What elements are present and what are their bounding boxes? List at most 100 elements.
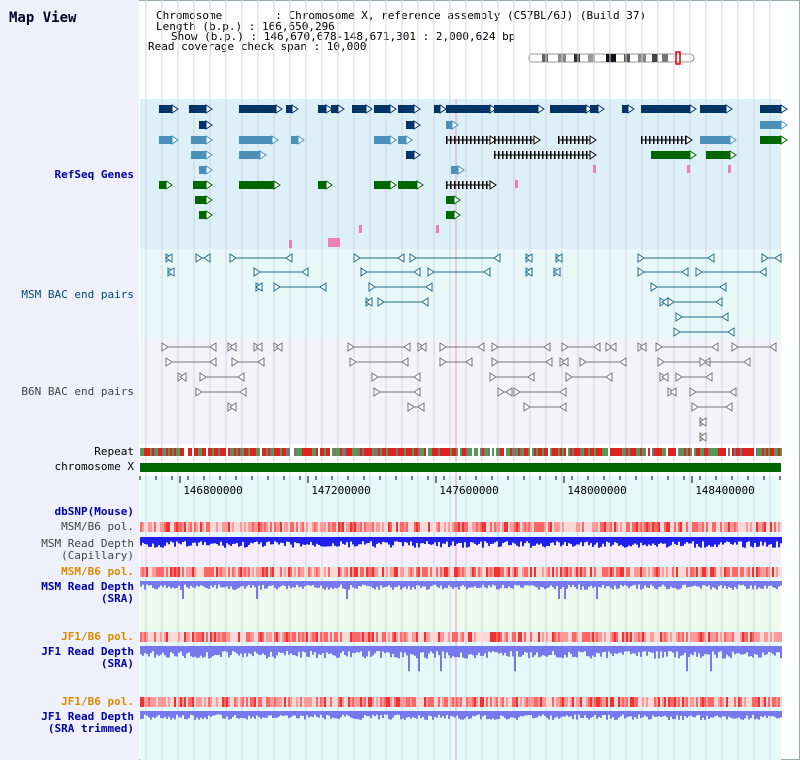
jf1-pol-strip (408, 697, 410, 707)
msm-pol-strip (170, 522, 172, 532)
msm-pol-strip (760, 522, 762, 532)
msm-pol-strip (494, 567, 496, 577)
track-label-dbsnp[interactable]: dbSNP(Mouse) (54, 505, 134, 518)
track-label-msm-pol-2[interactable]: MSM/B6 pol. (61, 565, 134, 578)
msm-depth-capillary-bar (160, 537, 162, 548)
repeat-segment (744, 448, 746, 456)
msm-pol-strip (664, 522, 666, 532)
msm-depth-sra-bar (776, 581, 778, 590)
msm-depth-sra-bar (306, 581, 308, 586)
msm-depth-capillary-bar (312, 537, 314, 546)
jf1-pol-strip (532, 632, 534, 642)
track-label-chromosome[interactable]: chromosome X (54, 460, 134, 473)
msm-depth-sra-bar (646, 581, 648, 588)
msm-pol-strip (282, 522, 284, 532)
track-label-repeat[interactable]: Repeat (94, 445, 134, 458)
jf1-pol-strip (282, 697, 284, 707)
msm-pol-strip (238, 522, 240, 532)
track-label-jf1-depth-sra[interactable]: JF1 Read Depth (SRA) (41, 646, 134, 670)
gene-block (446, 121, 452, 129)
track-label-msm-depth-capillary[interactable]: MSM Read Depth (Capillary) (41, 538, 134, 562)
msm-pol-strip (546, 567, 548, 577)
jf1-depth-sra-bar (716, 646, 718, 658)
msm-pol-strip (306, 522, 308, 532)
msm-pol-strip (656, 522, 658, 532)
msm-depth-sra-bar (670, 581, 672, 587)
msm-pol-strip (748, 522, 750, 532)
msm-pol-strip (670, 567, 672, 577)
msm-pol-strip (272, 567, 274, 577)
jf1-pol-strip (318, 632, 320, 642)
msm-pol-strip (380, 567, 382, 577)
repeat-segment (436, 448, 438, 456)
jf1-pol-strip (616, 697, 618, 707)
msm-depth-capillary-bar (538, 537, 540, 545)
jf1-depth-sra-bar (148, 646, 150, 657)
msm-pol-strip (626, 567, 628, 577)
jf1-pol-strip (470, 632, 472, 642)
jf1-depth-sra-bar (622, 646, 624, 655)
msm-depth-capillary-bar (282, 537, 284, 543)
gene-strand-arrow (365, 104, 373, 114)
msm-depth-capillary-bar (332, 537, 334, 544)
jf1-depth-trimmed-bar (156, 711, 158, 717)
msm-depth-sra-bar (350, 581, 352, 586)
msm-depth-sra-bar (300, 581, 302, 587)
msm-pol-strip (518, 522, 520, 532)
msm-bac-end (368, 282, 376, 292)
gene-block (760, 136, 781, 144)
msm-depth-capillary-bar (684, 537, 686, 544)
repeat-segment (210, 448, 212, 456)
track-label-msm-bac[interactable]: MSM BAC end pairs (21, 288, 134, 301)
jf1-depth-trimmed-bar (184, 711, 186, 720)
chromosome-ideogram[interactable] (528, 50, 698, 66)
msm-pol-strip (358, 567, 360, 577)
jf1-pol-strip (340, 697, 342, 707)
jf1-pol-strip (162, 632, 164, 642)
jf1-depth-trimmed-bar (186, 711, 188, 720)
jf1-depth-trimmed-bar (180, 711, 182, 718)
msm-depth-capillary-bar (774, 537, 776, 548)
track-label-jf1-depth-trimmed[interactable]: JF1 Read Depth (SRA trimmed) (41, 711, 134, 735)
jf1-depth-trimmed-bar (244, 711, 246, 719)
jf1-depth-sra-bar (274, 646, 276, 659)
msm-pol-strip (768, 522, 770, 532)
msm-pol-strip (778, 522, 780, 532)
jf1-depth-sra-bar (764, 646, 766, 656)
track-label-msm-pol-1[interactable]: MSM/B6 pol. (61, 520, 134, 533)
track-label-refseq[interactable]: RefSeq Genes (54, 168, 134, 181)
msm-depth-sra-bar (772, 581, 774, 588)
jf1-pol-strip (612, 697, 614, 707)
msm-depth-sra-bar (276, 581, 278, 590)
repeat-segment (710, 448, 712, 456)
track-label-msm-depth-sra[interactable]: MSM Read Depth (SRA) (41, 581, 134, 605)
jf1-pol-strip (300, 632, 302, 642)
msm-bac-end (759, 267, 767, 277)
msm-depth-sra-bar (384, 581, 386, 588)
jf1-depth-trimmed-bar (686, 711, 688, 718)
msm-pol-strip (146, 567, 148, 577)
msm-pol-strip (678, 522, 680, 532)
repeat-segment (490, 448, 492, 456)
track-label-jf1-pol-1[interactable]: JF1/B6 pol. (61, 630, 134, 643)
gene-strand-arrow (453, 210, 461, 220)
msm-depth-capillary-bar (730, 537, 732, 545)
jf1-depth-trimmed-bar (158, 711, 160, 715)
msm-depth-sra-bar (298, 581, 300, 588)
b6n-bac-end (165, 357, 173, 367)
msm-depth-sra-bar (704, 581, 706, 586)
msm-pol-strip (558, 522, 560, 532)
track-label-jf1-pol-2[interactable]: JF1/B6 pol. (61, 695, 134, 708)
repeat-segment (244, 448, 246, 456)
jf1-depth-trimmed-bar (648, 711, 650, 720)
jf1-depth-sra-bar (760, 646, 762, 658)
msm-depth-capillary-bar (152, 537, 154, 544)
repeat-segment (580, 448, 582, 456)
jf1-depth-sra-bar (692, 646, 694, 656)
jf1-pol-strip (356, 697, 358, 707)
track-label-b6n-bac[interactable]: B6N BAC end pairs (21, 385, 134, 398)
jf1-depth-trimmed-bar (208, 711, 210, 716)
msm-depth-sra-bar (654, 581, 656, 589)
msm-depth-capillary-bar (550, 537, 552, 543)
jf1-depth-sra-bar (718, 646, 720, 653)
